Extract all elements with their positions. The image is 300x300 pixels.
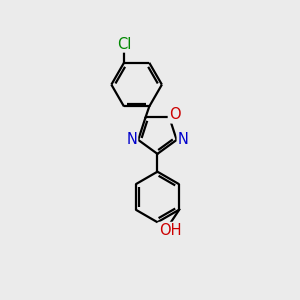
Text: O: O (169, 107, 181, 122)
Text: N: N (126, 132, 137, 147)
Text: OH: OH (159, 223, 182, 238)
Text: N: N (178, 132, 189, 147)
Text: Cl: Cl (117, 37, 131, 52)
